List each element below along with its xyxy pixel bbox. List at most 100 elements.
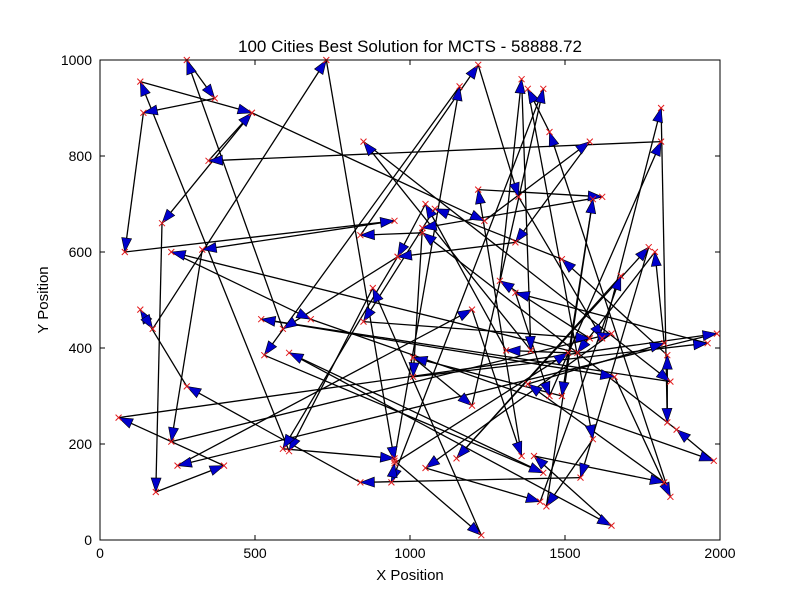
city-marker xyxy=(391,455,398,462)
tour-edge xyxy=(539,275,622,502)
arrowhead xyxy=(534,87,546,104)
tour-edge xyxy=(310,318,715,462)
arrowhead xyxy=(649,474,666,485)
tour-edge xyxy=(517,196,603,339)
arrowhead xyxy=(539,380,551,397)
arrowhead xyxy=(499,280,515,294)
tour-edge xyxy=(579,247,650,478)
arrowhead xyxy=(576,338,591,354)
city-marker xyxy=(539,469,547,477)
city-marker xyxy=(419,224,426,232)
arrowhead xyxy=(514,227,529,244)
arrowhead xyxy=(359,476,375,488)
city-marker xyxy=(667,378,674,385)
arrowhead xyxy=(117,417,134,429)
arrowhead xyxy=(263,340,278,356)
arrowhead xyxy=(661,354,673,370)
city-marker xyxy=(536,498,544,505)
y-tick-label: 1000 xyxy=(61,52,92,68)
arrowhead xyxy=(408,362,420,378)
arrowhead xyxy=(379,217,396,228)
tour-edge xyxy=(394,352,569,464)
arrowhead xyxy=(176,456,193,468)
city-marker xyxy=(198,246,206,253)
city-marker xyxy=(710,457,718,465)
city-marker xyxy=(598,193,606,201)
city-marker xyxy=(357,231,364,239)
arrowhead xyxy=(533,455,549,470)
arrowhead xyxy=(505,345,521,357)
city-marker xyxy=(474,186,482,193)
tour-edge xyxy=(152,59,327,330)
city-marker xyxy=(543,503,550,510)
arrowhead xyxy=(548,131,560,148)
tour-edge xyxy=(363,320,590,340)
arrowhead xyxy=(186,59,197,76)
city-marker xyxy=(477,531,485,539)
tour-edge xyxy=(263,86,461,356)
city-marker xyxy=(453,455,460,462)
chart-title: 100 Cities Best Solution for MCTS - 5888… xyxy=(238,37,582,56)
city-marker xyxy=(608,522,615,529)
tour-edge xyxy=(478,188,603,198)
arrowhead xyxy=(236,103,253,115)
city-marker xyxy=(651,248,659,256)
arrowhead xyxy=(238,112,253,128)
city-marker xyxy=(527,347,535,354)
city-marker xyxy=(248,109,256,117)
city-marker xyxy=(360,318,367,325)
city-marker xyxy=(357,479,364,486)
city-marker xyxy=(260,351,268,359)
tour-edge xyxy=(202,220,395,251)
city-marker xyxy=(608,330,615,337)
tour-edge xyxy=(471,309,523,457)
city-marker xyxy=(589,435,597,443)
city-marker xyxy=(524,85,532,93)
tour-edge xyxy=(124,112,145,253)
arrowhead xyxy=(584,424,596,441)
arrowhead xyxy=(655,368,672,383)
city-marker xyxy=(285,349,293,357)
tour-edge xyxy=(288,352,612,527)
city-marker xyxy=(481,217,488,225)
tour-edge xyxy=(561,258,668,356)
arrowhead xyxy=(648,342,666,353)
arrowhead xyxy=(596,514,613,527)
tour-edge xyxy=(533,455,665,484)
arrowhead xyxy=(528,462,545,474)
arrowhead xyxy=(514,78,526,95)
arrowhead xyxy=(207,154,224,166)
arrowhead xyxy=(282,316,298,330)
arrowhead xyxy=(475,188,486,205)
arrowhead xyxy=(558,381,570,397)
arrowhead xyxy=(424,455,441,469)
city-marker xyxy=(617,272,625,280)
city-marker xyxy=(174,462,181,469)
tour-edge xyxy=(561,199,594,397)
city-marker xyxy=(409,354,417,361)
city-marker xyxy=(136,78,144,85)
arrowhead xyxy=(412,355,429,367)
arrowhead xyxy=(397,241,410,258)
arrowhead xyxy=(524,492,542,503)
arrowhead xyxy=(386,445,398,462)
city-marker xyxy=(285,447,293,455)
tour-edge xyxy=(424,203,507,351)
tour-edge xyxy=(360,476,581,484)
city-marker xyxy=(167,248,175,256)
arrowhead xyxy=(201,242,218,253)
tour-edge xyxy=(186,385,361,483)
city-marker xyxy=(167,438,175,445)
city-marker xyxy=(586,335,594,342)
city-marker xyxy=(558,392,566,400)
city-marker xyxy=(496,277,504,285)
tour-edge xyxy=(527,383,665,483)
tour-edge xyxy=(251,112,485,222)
y-tick-label: 800 xyxy=(69,148,93,164)
city-marker xyxy=(360,138,367,145)
tour-edge xyxy=(654,251,665,344)
arrowhead xyxy=(451,85,463,102)
arrowhead xyxy=(635,246,650,262)
